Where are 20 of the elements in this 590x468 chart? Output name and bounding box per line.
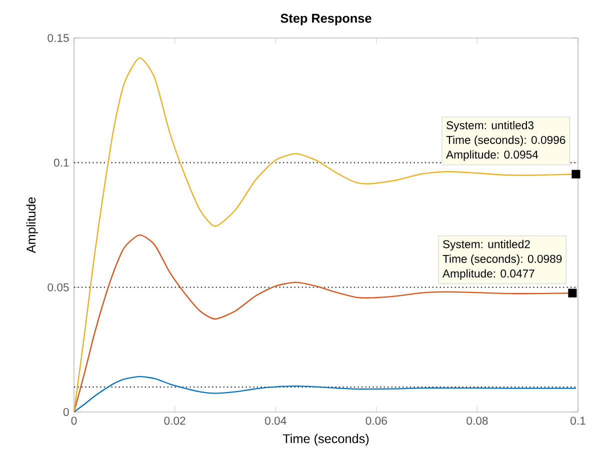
- line-series: [73, 376, 577, 413]
- y-tick-label: 0.05: [48, 283, 69, 292]
- x-tick-label: 0.02: [164, 416, 186, 425]
- x-tick-label: 0.1: [570, 416, 586, 425]
- y-tick-label: 0.15: [48, 34, 69, 42]
- annotation: System: untitled2: [443, 240, 530, 250]
- annotation: System: untitled3: [446, 120, 534, 132]
- x-tick-label: 0: [71, 416, 77, 425]
- annotation: Time (seconds): 0.0989: [442, 254, 562, 266]
- x-axis-title: Time (seconds): [282, 434, 369, 446]
- y-tick-label: 0.1: [54, 158, 69, 167]
- annotation: Amplitude: 0.0954: [446, 150, 538, 161]
- x-tick-label: 0.08: [466, 416, 488, 425]
- chart-title: Step Response: [280, 14, 372, 26]
- x-tick-label: 0.06: [366, 416, 387, 425]
- annotation: Time (seconds): 0.0996: [446, 136, 566, 146]
- x-tick-label: 0.04: [265, 416, 286, 425]
- y-axis-title: Amplitude: [26, 197, 38, 254]
- y-tick-label: 0: [63, 408, 69, 416]
- annotation: Amplitude: 0.0477: [442, 269, 534, 280]
